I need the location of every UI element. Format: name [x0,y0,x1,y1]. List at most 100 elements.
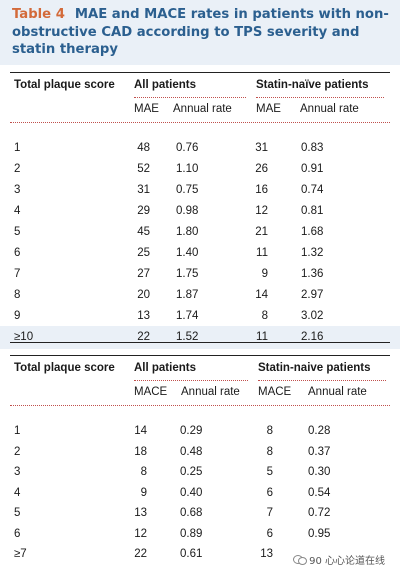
header-all-patients: All patients [134,79,196,91]
cell-events-all: 29 [137,205,150,217]
group-divider-all [134,380,248,381]
cell-events-naive: 21 [255,226,268,238]
cell-events-all: 9 [140,486,147,499]
header-annual-rate-naive: Annual rate [308,386,367,398]
header-all-patients: All patients [134,362,196,374]
shaded-row [0,326,400,349]
group-divider-naive [258,380,386,381]
cell-events-naive: 8 [261,310,268,322]
header-events-all: MAE [134,103,159,115]
watermark-text: 90 心心论道在线 [309,556,385,567]
cell-score: 4 [14,205,21,217]
cell-rate-all: 0.40 [180,486,203,499]
mace-table: Total plaque score All patients Statin-nai… [0,355,400,570]
mae-table: Total plaque score All patients Statin-naï… [0,72,400,349]
cell-events-naive: 9 [261,268,268,280]
cell-score: 9 [14,310,21,322]
cell-score: 5 [14,507,21,519]
cell-events-naive: 31 [255,142,268,154]
cell-rate-naive: 0.95 [308,527,331,540]
cell-events-all: 48 [137,142,150,154]
cell-rate-all: 0.29 [180,425,203,437]
header-statin-naive-patients: Statin-naïve patients [256,79,369,91]
table-top-rule [10,72,390,73]
header-total-plaque-score: Total plaque score [14,362,115,374]
cell-events-all: 22 [134,548,147,560]
cell-events-naive: 13 [260,548,273,560]
header-annual-rate-naive: Annual rate [300,103,359,115]
cell-rate-all: 0.68 [180,507,203,519]
cell-rate-naive: 2.97 [301,289,324,301]
cell-events-naive: 8 [266,425,273,437]
header-events-naive: MAE [256,103,281,115]
header-divider [10,122,390,123]
cell-events-all: 52 [137,163,150,175]
cell-rate-all: 1.87 [176,289,199,301]
cell-events-naive: 7 [266,507,273,519]
cell-events-all: 27 [137,268,150,280]
cell-rate-naive: 0.30 [308,466,331,478]
cell-rate-all: 0.25 [180,466,203,478]
cell-events-all: 31 [137,184,150,196]
cell-rate-all: 0.98 [176,205,199,217]
cell-rate-all: 0.76 [176,142,199,154]
watermark: 90 心心论道在线 [290,551,388,568]
cell-events-naive: 16 [255,184,268,196]
cell-score: 6 [14,527,21,540]
cell-score: 1 [14,142,21,154]
cell-rate-naive: 0.74 [301,184,324,196]
table-top-rule [10,355,390,356]
cell-events-all: 22 [137,331,150,343]
cell-rate-naive: 1.32 [301,247,324,259]
cell-score: 7 [14,268,21,280]
cell-score: ≥7 [14,548,27,560]
cell-rate-naive: 1.68 [301,226,324,238]
header-annual-rate-all: Annual rate [173,103,232,115]
cell-score: 3 [14,466,21,478]
cell-rate-naive: 2.16 [301,331,324,343]
cell-rate-naive: 0.28 [308,425,331,437]
cell-events-all: 18 [134,445,147,458]
cell-rate-all: 1.10 [176,163,199,175]
cell-rate-all: 1.40 [176,247,199,259]
table-number: Table 4 [12,7,65,22]
cell-events-all: 25 [137,247,150,259]
cell-score: 5 [14,226,21,238]
header-annual-rate-all: Annual rate [181,386,240,398]
cell-events-naive: 14 [255,289,268,301]
cell-rate-naive: 0.37 [308,445,331,458]
cell-events-all: 12 [134,527,147,540]
cell-rate-naive: 1.36 [301,268,324,280]
cell-events-naive: 11 [256,247,268,259]
table-bottom-rule [10,342,390,343]
cell-rate-naive: 0.72 [308,507,331,519]
cell-events-naive: 6 [266,486,273,499]
cell-score: 2 [14,163,21,175]
cell-rate-naive: 0.81 [301,205,324,217]
group-divider-all [134,97,246,98]
cell-score: 6 [14,247,21,259]
cell-events-naive: 11 [256,331,268,343]
cell-rate-naive: 3.02 [301,310,324,322]
cell-rate-all: 0.75 [176,184,199,196]
cell-events-all: 20 [137,289,150,301]
cell-rate-naive: 0.91 [301,163,324,175]
cell-rate-naive: 0.83 [301,142,324,154]
table-caption: Table 4 MAE and MACE rates in patients wi… [12,6,392,59]
header-divider [10,405,390,406]
cell-score: ≥10 [14,331,34,343]
cell-score: 2 [14,445,21,458]
cell-events-all: 13 [137,310,150,322]
cell-rate-all: 1.52 [176,331,199,343]
group-divider-naive [256,97,384,98]
cell-rate-all: 0.48 [180,445,203,458]
cell-score: 4 [14,486,21,499]
cell-events-naive: 6 [266,527,273,540]
cell-events-all: 8 [140,466,147,478]
header-events-all: MACE [134,386,168,398]
cell-rate-all: 0.61 [180,548,203,560]
cell-rate-naive: 0.54 [308,486,331,499]
table-title: MAE and MACE rates in patients with non-… [12,7,389,57]
cell-score: 8 [14,289,21,301]
cell-rate-all: 1.80 [176,226,199,238]
